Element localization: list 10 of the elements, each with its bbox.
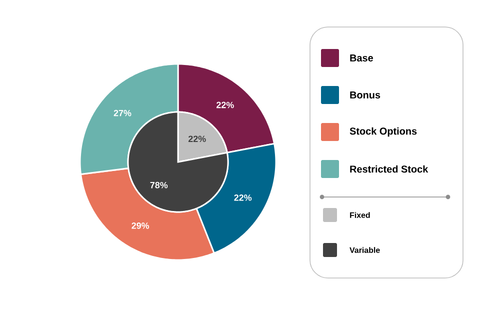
data-label: 27% (114, 110, 132, 116)
data-label: 78% (150, 182, 168, 188)
legend-label: Restricted Stock (350, 165, 428, 173)
data-label: 29% (132, 222, 150, 229)
legend-label: Bonus (350, 92, 380, 98)
data-label: 22% (216, 102, 234, 108)
data-label: 22% (234, 194, 252, 201)
data-label: 22% (188, 136, 206, 142)
legend-label: Base (350, 54, 373, 62)
legend-label: Stock Options (350, 127, 417, 137)
